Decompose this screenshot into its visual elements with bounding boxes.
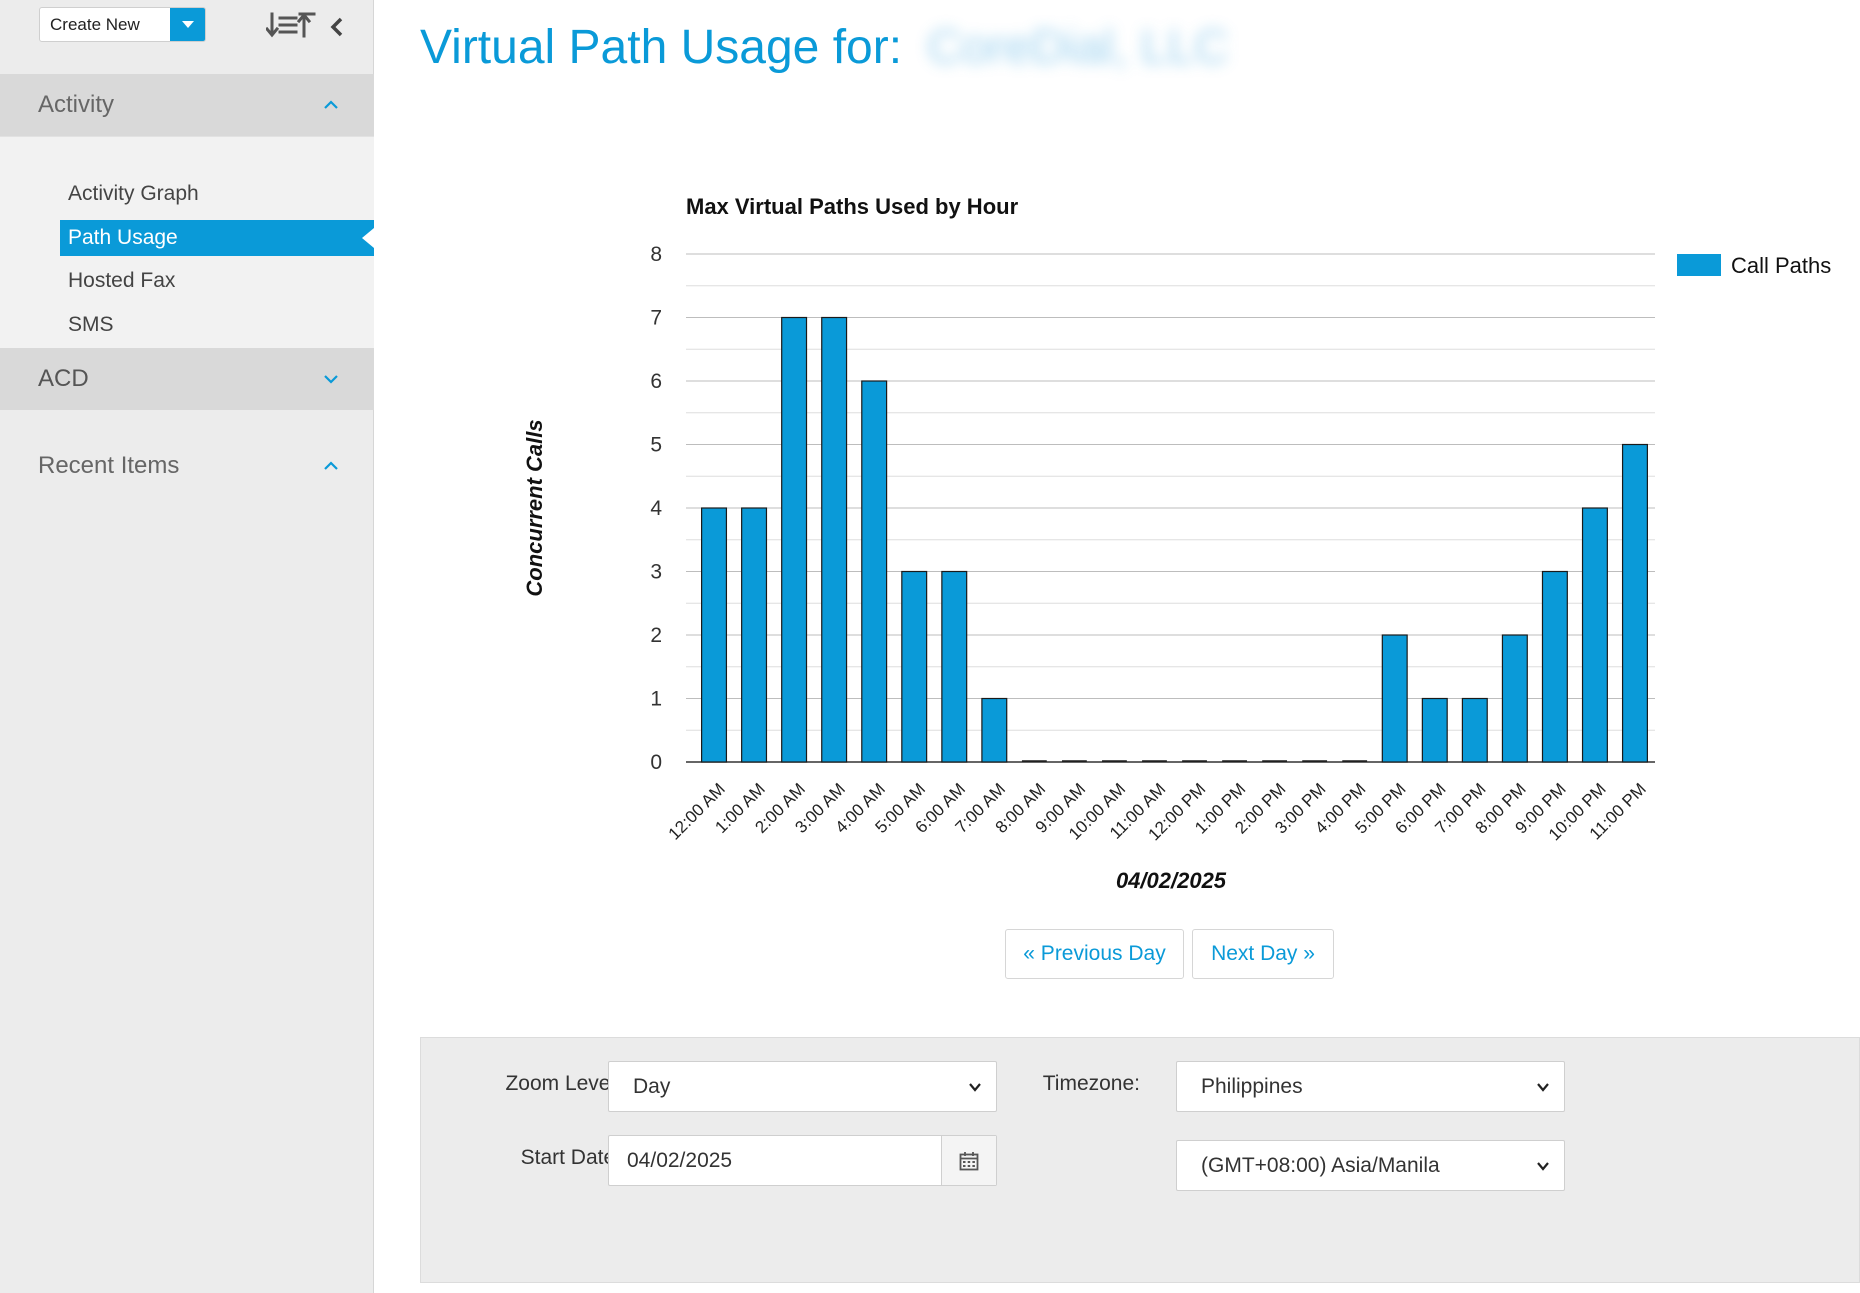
chart-bar <box>1381 634 1408 763</box>
chart-bar <box>781 316 808 763</box>
sidebar-item-sms[interactable]: SMS <box>60 307 374 343</box>
chart-bar <box>901 570 928 763</box>
zoom-level-value: Day <box>633 1074 671 1098</box>
chevron-down-icon <box>969 1083 981 1092</box>
timezone-region-value: Philippines <box>1201 1074 1303 1098</box>
x-tick-label: 12:00 AM <box>665 779 729 843</box>
chart-title: Max Virtual Paths Used by Hour <box>686 194 1019 219</box>
sidebar-item-label: Path Usage <box>68 226 178 249</box>
timezone-label: Timezone: <box>1042 1072 1140 1095</box>
chevron-left-icon[interactable] <box>328 15 346 39</box>
sidebar: Create New Activity Activity <box>0 0 374 1293</box>
create-new-label: Create New <box>50 14 140 34</box>
y-tick-label: 6 <box>650 370 662 393</box>
section-activity-label: Activity <box>38 91 115 118</box>
chevron-down-icon <box>324 375 338 384</box>
section-recent-items-label: Recent Items <box>38 452 180 479</box>
start-date-field <box>608 1135 997 1186</box>
page-title-text: Virtual Path Usage for: <box>420 21 903 74</box>
start-date-label: Start Date: <box>520 1146 621 1169</box>
chart-bar <box>1581 507 1608 763</box>
caret-down-icon <box>181 21 194 28</box>
sort-icon[interactable] <box>266 10 318 40</box>
main-content: Virtual Path Usage for: CoreDial, LLC Ma… <box>375 0 1860 1293</box>
create-new-dropdown-toggle[interactable] <box>170 8 205 41</box>
y-tick-label: 1 <box>650 688 662 711</box>
section-activity-header[interactable]: Activity <box>0 74 374 136</box>
legend-swatch <box>1677 254 1721 276</box>
calendar-button[interactable] <box>941 1136 996 1185</box>
section-acd-label: ACD <box>38 365 89 392</box>
sidebar-item-path-usage[interactable]: Path Usage <box>60 220 374 256</box>
chart-bar <box>1421 697 1448 763</box>
chart-bar <box>981 697 1008 763</box>
next-day-button[interactable]: Next Day » <box>1192 929 1334 979</box>
y-tick-label: 5 <box>650 434 662 457</box>
sidebar-item-label: Activity Graph <box>68 182 199 205</box>
section-recent-items-header[interactable]: Recent Items <box>0 435 374 497</box>
chevron-up-icon <box>324 100 338 109</box>
y-tick-label: 3 <box>650 561 662 584</box>
chart-gridlines <box>686 253 1655 763</box>
create-new-button[interactable]: Create New <box>39 7 206 42</box>
chart-legend: Call Paths <box>1677 253 1831 278</box>
chart-y-ticks: 0 1 2 3 4 5 6 7 8 <box>650 243 662 774</box>
activity-nav-list: Activity Graph Path Usage Hosted Fax SMS <box>0 136 374 348</box>
chart-bar <box>861 380 888 763</box>
chart-x-axis-label: 04/02/2025 <box>1116 868 1227 893</box>
y-tick-label: 4 <box>650 497 662 520</box>
sidebar-item-activity-graph[interactable]: Activity Graph <box>60 176 374 212</box>
sidebar-item-label: Hosted Fax <box>68 269 176 292</box>
sidebar-item-hosted-fax[interactable]: Hosted Fax <box>60 263 374 299</box>
y-tick-label: 0 <box>650 751 662 774</box>
chart-bar <box>741 507 768 763</box>
chevron-down-icon <box>1537 1083 1549 1092</box>
chart-bar <box>1621 443 1648 763</box>
page-title: Virtual Path Usage for: CoreDial, LLC <box>420 20 1229 75</box>
account-name-redacted: CoreDial, LLC <box>927 21 1229 74</box>
zoom-level-label: Zoom Level: <box>505 1072 621 1095</box>
filter-panel: Zoom Level: Day Timezone: Philippines St… <box>420 1037 1860 1283</box>
path-usage-chart: Max Virtual Paths Used by Hour Concurren… <box>522 194 1831 893</box>
sidebar-toolbar: Create New <box>0 0 374 73</box>
chart-bar <box>821 316 848 763</box>
chart-bar <box>1461 697 1488 763</box>
sidebar-item-label: SMS <box>68 313 114 336</box>
section-acd-header[interactable]: ACD <box>0 348 374 410</box>
y-tick-label: 2 <box>650 624 662 647</box>
active-indicator <box>362 228 374 248</box>
chart-bar <box>941 570 968 763</box>
chevron-down-icon <box>1537 1162 1549 1171</box>
y-tick-label: 8 <box>650 243 662 266</box>
timezone-zone-select[interactable]: (GMT+08:00) Asia/Manila <box>1176 1140 1565 1191</box>
legend-label: Call Paths <box>1731 253 1831 278</box>
previous-day-button[interactable]: « Previous Day <box>1005 929 1184 979</box>
y-tick-label: 7 <box>650 307 662 330</box>
chart-bar <box>701 507 728 763</box>
chart-bar <box>1541 570 1568 763</box>
chart-bars <box>701 316 1648 763</box>
timezone-zone-value: (GMT+08:00) Asia/Manila <box>1201 1153 1440 1177</box>
chart-y-axis-label: Concurrent Calls <box>522 419 547 596</box>
calendar-icon <box>959 1151 979 1170</box>
chevron-up-icon <box>324 461 338 470</box>
chart-bar <box>1501 634 1528 763</box>
chart-x-ticks: 12:00 AM1:00 AM2:00 AM3:00 AM4:00 AM5:00… <box>665 779 1650 844</box>
timezone-region-select[interactable]: Philippines <box>1176 1061 1565 1112</box>
start-date-input[interactable] <box>609 1135 941 1186</box>
zoom-level-select[interactable]: Day <box>608 1061 997 1112</box>
